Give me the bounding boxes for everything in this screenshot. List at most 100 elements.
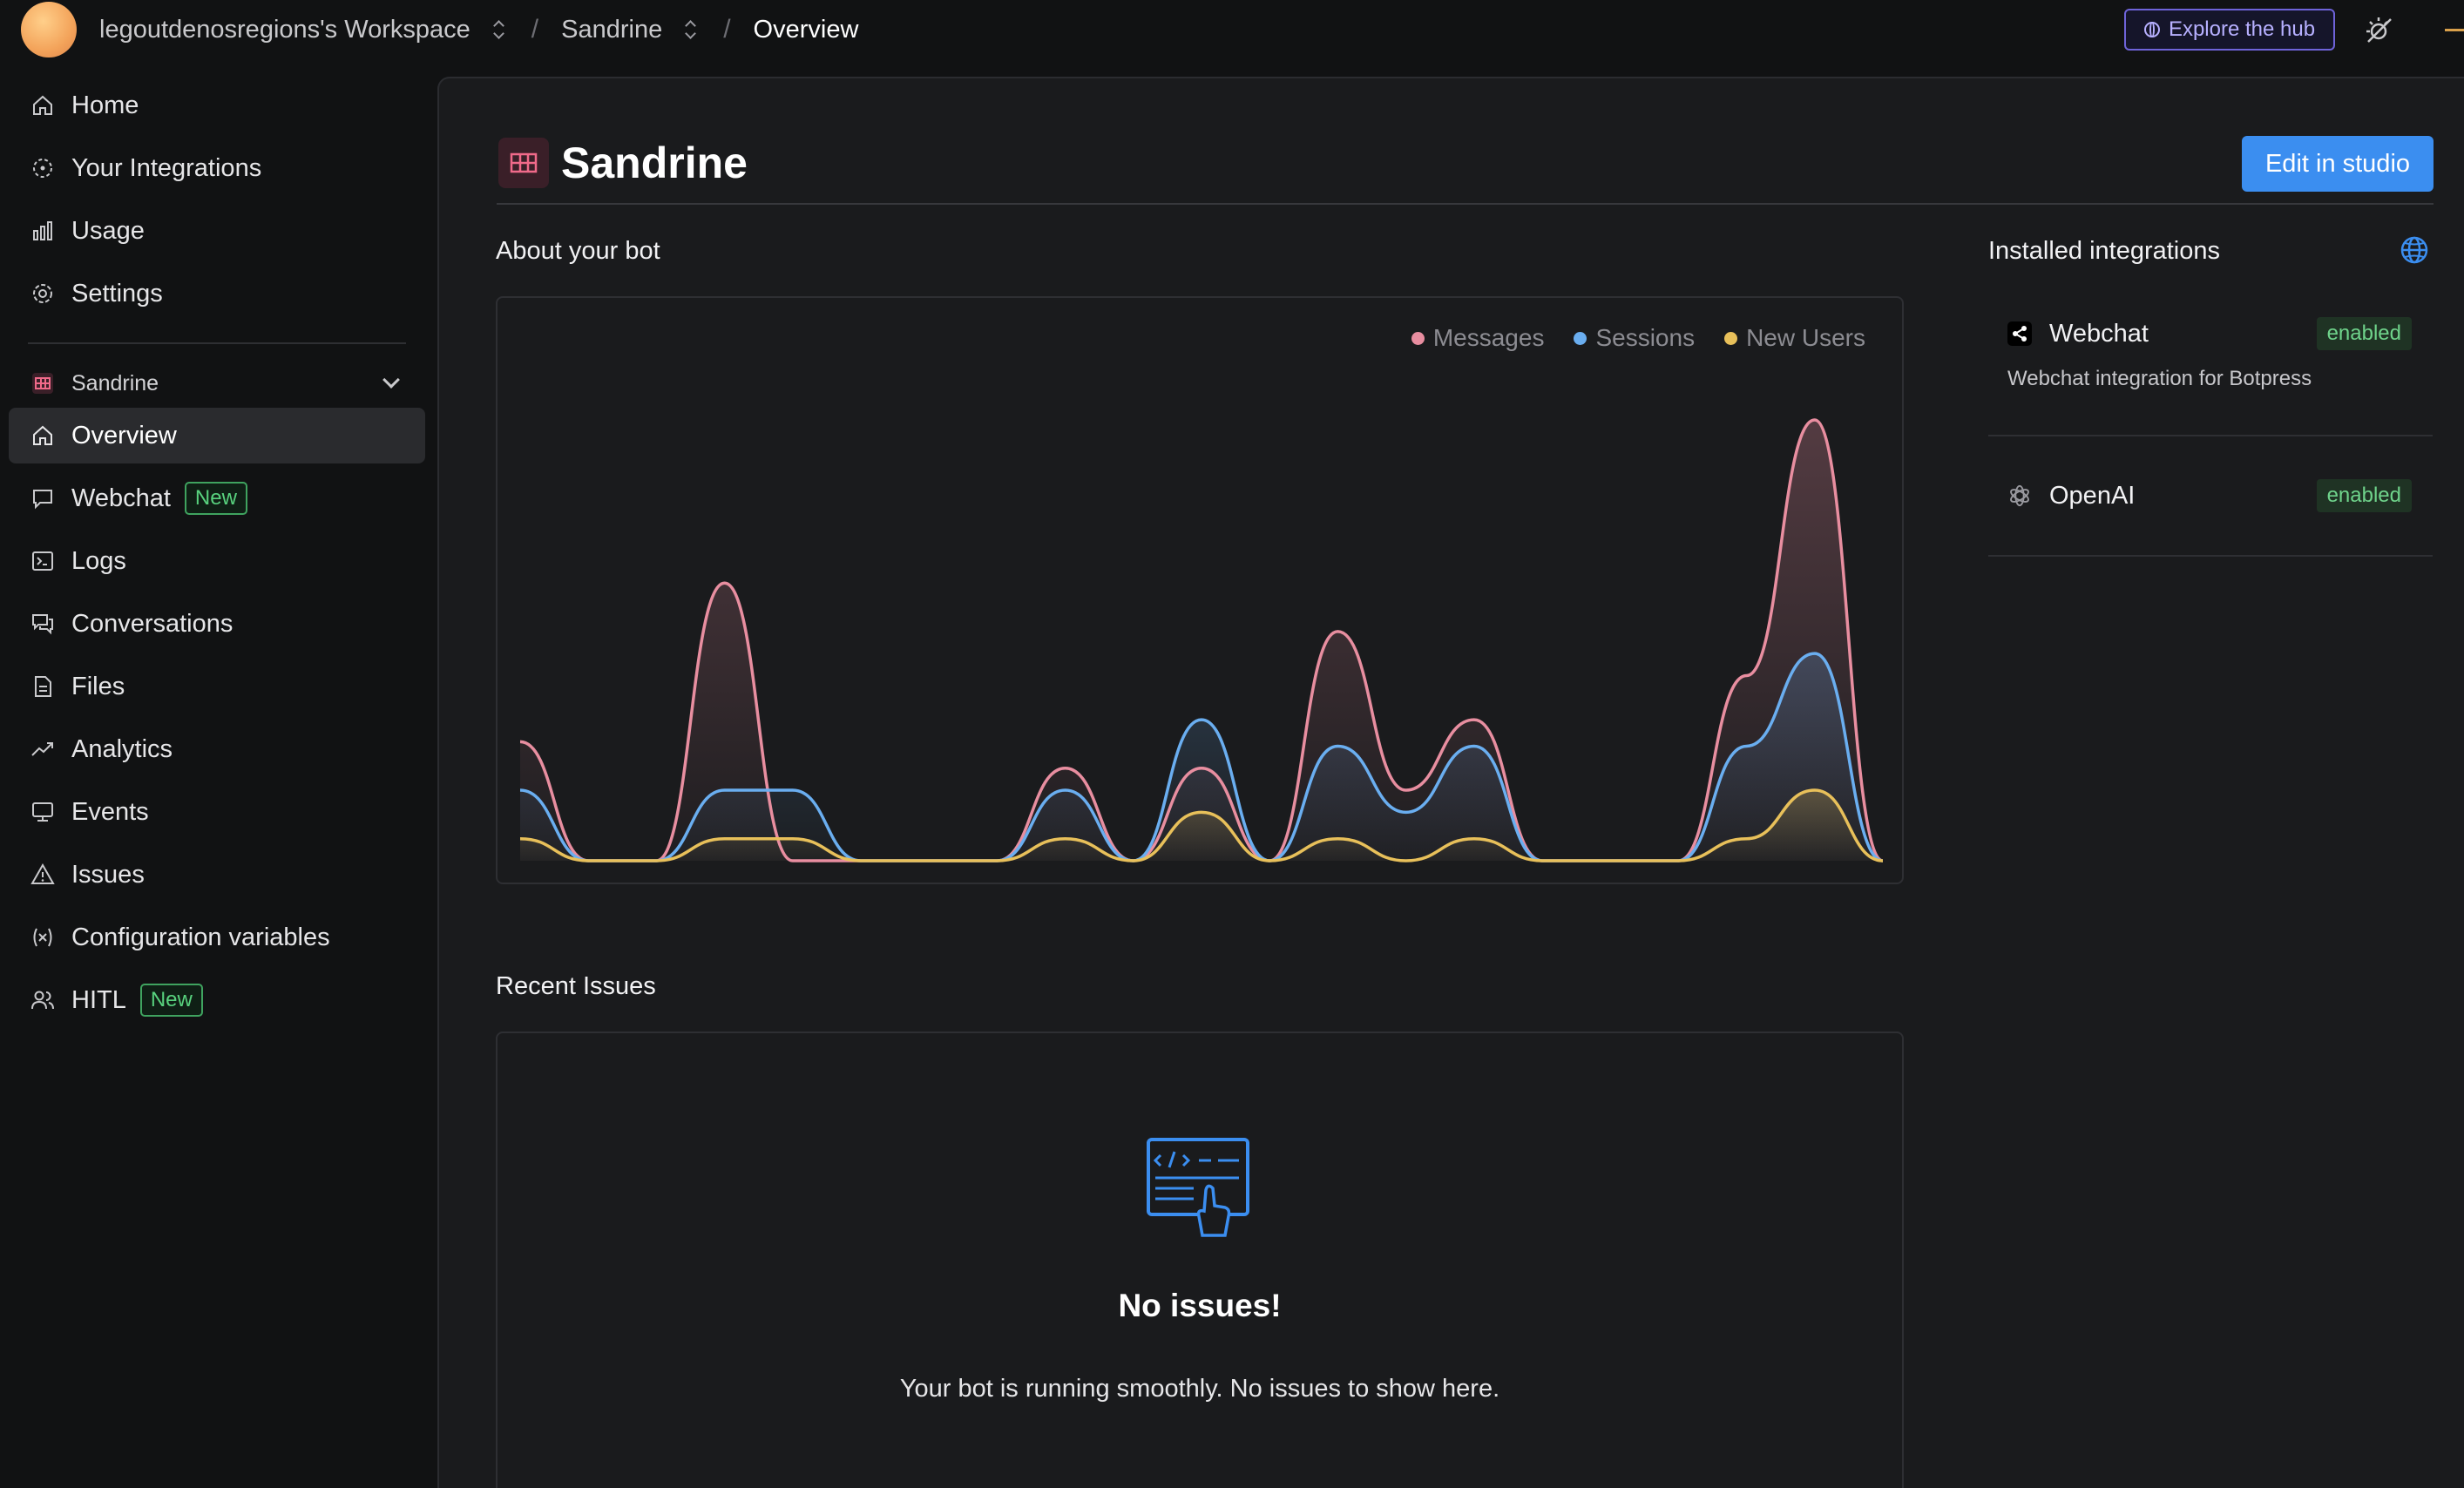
- recent-issues-card: [496, 1031, 1904, 1488]
- integration-webchat[interactable]: Webchat enabled Webchat integration for …: [1988, 316, 2433, 391]
- gear-icon: [33, 284, 52, 303]
- breadcrumb-bot[interactable]: Sandrine: [561, 15, 663, 44]
- globe-icon: [2143, 22, 2160, 37]
- series-sessions-line: [519, 652, 1884, 862]
- breadcrumb-workspace[interactable]: legoutdenosregions's Workspace: [99, 15, 470, 44]
- sidebar-item-settings[interactable]: Settings: [9, 266, 425, 321]
- legend-label: Messages: [1432, 324, 1545, 351]
- chart-plot: [519, 418, 1884, 862]
- theme-toggle-icon[interactable]: [2363, 14, 2394, 45]
- monitor-icon: [32, 802, 53, 822]
- sidebar-item-webchat[interactable]: Webchat New: [9, 470, 425, 526]
- sidebar-item-overview[interactable]: Overview: [9, 408, 425, 463]
- warning-icon: [30, 862, 55, 884]
- legend-dot: [1574, 331, 1587, 345]
- avatar[interactable]: [21, 2, 77, 57]
- edge-indicator: [2445, 29, 2464, 31]
- breadcrumb-separator: /: [723, 15, 731, 44]
- table-icon: [510, 152, 538, 173]
- new-badge: New: [184, 482, 247, 515]
- series-new-users-area: [520, 790, 1883, 861]
- file-icon: [35, 676, 51, 697]
- top-bar: legoutdenosregions's Workspace / Sandrin…: [0, 0, 2464, 59]
- sidebar-item-label: Usage: [71, 216, 145, 245]
- terminal-icon: [32, 551, 53, 571]
- sidebar-item-analytics[interactable]: Analytics: [9, 721, 425, 777]
- sidebar-item-label: Conversations: [71, 609, 234, 638]
- chat-bubble-icon: [33, 490, 52, 510]
- sidebar-item-issues[interactable]: Issues: [9, 847, 425, 903]
- sidebar-item-usage[interactable]: Usage: [9, 203, 425, 259]
- sidebar-item-hitl[interactable]: HITL New: [9, 972, 425, 1028]
- bot-name: Sandrine: [71, 370, 159, 396]
- sidebar-item-label: Home: [71, 91, 139, 119]
- legend-dot: [1411, 331, 1425, 345]
- home-icon: [33, 425, 52, 445]
- legend-label: Sessions: [1595, 324, 1696, 351]
- integration-divider: [1988, 435, 2433, 436]
- legend-label: New Users: [1746, 324, 1865, 351]
- series-sessions-area: [520, 653, 1883, 861]
- legend-item-messages[interactable]: Messages: [1411, 324, 1545, 352]
- bot-avatar: [498, 138, 549, 188]
- sidebar-item-label: HITL: [71, 985, 126, 1014]
- code-click-icon: [1147, 1138, 1249, 1237]
- openai-logo-icon: [2007, 484, 2032, 508]
- sidebar: Home Your Integrations Usage Settings Sa…: [0, 77, 436, 1488]
- sidebar-item-label: Analytics: [71, 734, 173, 763]
- explore-hub-button[interactable]: Explore the hub: [2124, 9, 2335, 51]
- sidebar-divider: [28, 342, 406, 344]
- chart-legend: Messages Sessions New Users: [1411, 324, 1865, 352]
- recent-issues-heading: Recent Issues: [496, 972, 656, 1000]
- integration-divider: [1988, 555, 2433, 557]
- globe-icon[interactable]: [2400, 235, 2429, 265]
- integration-description: Webchat integration for Botpress: [2007, 367, 2312, 390]
- legend-item-sessions[interactable]: Sessions: [1574, 324, 1695, 352]
- workspace-switcher-icon[interactable]: [493, 19, 505, 40]
- explore-hub-label: Explore the hub: [2168, 17, 2316, 41]
- bot-icon: [32, 373, 53, 394]
- sidebar-item-label: Overview: [71, 421, 177, 450]
- trend-icon: [31, 742, 53, 756]
- installed-integrations-heading: Installed integrations: [1988, 237, 2220, 265]
- page-title: Sandrine: [561, 139, 748, 187]
- legend-dot: [1724, 331, 1738, 345]
- sidebar-item-label: Logs: [71, 546, 126, 575]
- sidebar-item-files[interactable]: Files: [9, 659, 425, 714]
- sidebar-item-label: Events: [71, 797, 149, 826]
- webchat-logo-icon: [2007, 321, 2032, 346]
- sidebar-item-label: Configuration variables: [71, 923, 330, 951]
- title-divider: [497, 203, 2434, 205]
- sidebar-item-events[interactable]: Events: [9, 784, 425, 840]
- about-your-bot-heading: About your bot: [496, 237, 660, 265]
- bot-switcher-icon[interactable]: [685, 19, 697, 40]
- legend-item-new-users[interactable]: New Users: [1724, 324, 1865, 352]
- sidebar-item-your-integrations[interactable]: Your Integrations: [9, 140, 425, 196]
- status-badge: enabled: [2316, 479, 2412, 512]
- sidebar-item-label: Your Integrations: [71, 153, 262, 182]
- integration-name: Webchat: [2049, 319, 2149, 348]
- breadcrumb-separator: /: [531, 15, 539, 44]
- home-icon: [33, 95, 52, 115]
- sidebar-item-configuration-variables[interactable]: Configuration variables: [9, 910, 425, 965]
- bot-selector[interactable]: Sandrine: [31, 364, 406, 402]
- integration-openai[interactable]: OpenAI enabled: [1988, 478, 2433, 513]
- sidebar-item-conversations[interactable]: Conversations: [9, 596, 425, 652]
- integration-name: OpenAI: [2049, 481, 2136, 510]
- status-badge: enabled: [2316, 317, 2412, 350]
- chevron-down-icon: [382, 371, 400, 389]
- edit-in-studio-button[interactable]: Edit in studio: [2242, 136, 2434, 192]
- no-issues-title: No issues!: [1118, 1288, 1282, 1323]
- sidebar-item-home[interactable]: Home: [9, 78, 425, 133]
- users-icon: [31, 991, 54, 1010]
- series-new-users-line: [519, 788, 1884, 862]
- sidebar-item-label: Issues: [71, 860, 145, 889]
- new-badge: New: [139, 984, 203, 1017]
- sidebar-item-logs[interactable]: Logs: [9, 533, 425, 589]
- conversations-icon: [32, 614, 53, 635]
- no-issues-text: Your bot is running smoothly. No issues …: [899, 1375, 1500, 1403]
- sidebar-item-label: Webchat: [71, 484, 171, 512]
- breadcrumb-page: Overview: [753, 15, 859, 44]
- sidebar-item-label: Files: [71, 672, 125, 700]
- bar-chart-icon: [33, 221, 52, 240]
